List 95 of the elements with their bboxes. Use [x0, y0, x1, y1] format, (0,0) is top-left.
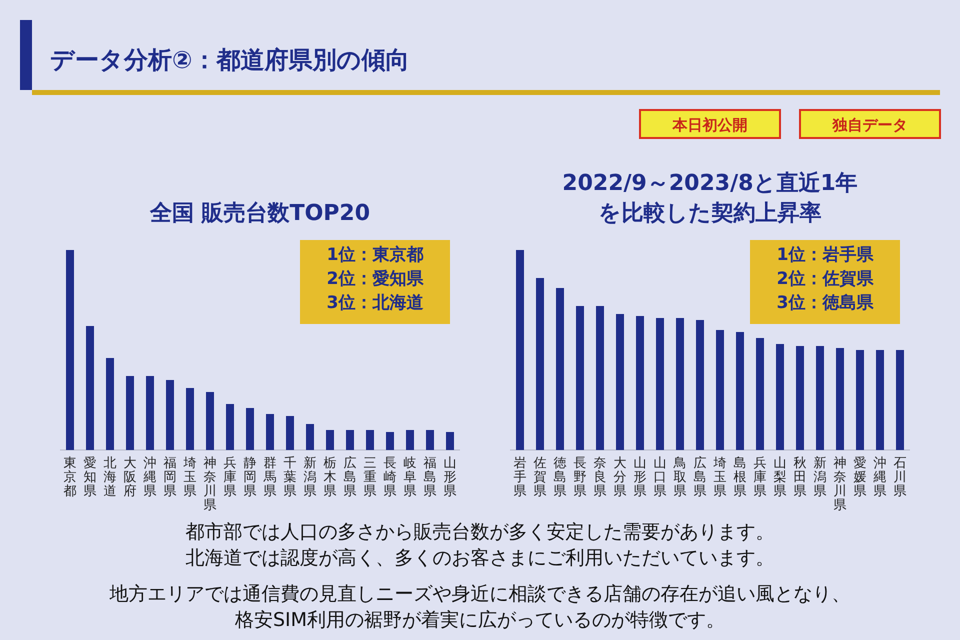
x-tick-label: 岩手県 — [514, 456, 526, 499]
bar — [226, 404, 234, 450]
x-tick-label: 栃木県 — [324, 456, 336, 499]
x-tick-label: 兵庫県 — [754, 456, 766, 499]
x-tick-label: 愛知県 — [84, 456, 96, 499]
x-tick-label: 山口県 — [654, 456, 666, 499]
bar — [306, 424, 314, 450]
bar — [66, 250, 74, 450]
bar — [446, 432, 454, 450]
x-tick-label: 兵庫県 — [224, 456, 236, 499]
text: 本日初公開 — [672, 116, 748, 134]
x-tick-label: 山形県 — [444, 456, 456, 499]
bar — [556, 288, 564, 450]
x-tick-label: 新潟県 — [814, 456, 826, 499]
annotation: 1位：東京都 — [326, 245, 424, 265]
bar — [86, 326, 94, 450]
x-tick-label: 静岡県 — [244, 456, 256, 499]
bar — [126, 376, 134, 450]
x-tick-label: 大分県 — [614, 456, 626, 499]
x-tick-label: 埼玉県 — [712, 456, 726, 499]
x-tick-label: 山形県 — [634, 456, 646, 499]
bar — [756, 338, 764, 450]
x-tick-label: 神奈川県 — [204, 456, 216, 513]
bar — [616, 314, 624, 450]
x-tick-label: 徳島県 — [554, 456, 566, 499]
bar — [776, 344, 784, 450]
x-tick-label: 千葉県 — [284, 456, 296, 499]
x-tick-label: 神奈川県 — [834, 456, 846, 513]
annotation: 1位：岩手県 — [776, 245, 874, 265]
bar — [186, 388, 194, 450]
text: データ分析②：都道府県別の傾向 — [50, 46, 410, 74]
text: 地方エリアでは通信費の見直しニーズや身近に相談できる店舗の存在が追い風となり、 — [108, 583, 850, 605]
bar — [146, 376, 154, 450]
x-tick-label: 広島県 — [694, 455, 706, 499]
annotation: 2位：愛知県 — [326, 269, 424, 289]
bar — [406, 430, 414, 450]
x-tick-label: 北海道 — [104, 456, 116, 499]
bar — [816, 346, 824, 450]
x-tick-label: 長野県 — [574, 456, 586, 499]
bar — [426, 430, 434, 450]
x-tick-label: 島根県 — [734, 456, 746, 499]
x-tick-label: 三重県 — [364, 456, 376, 499]
bar — [876, 350, 884, 450]
bar — [676, 318, 684, 450]
x-tick-label: 愛媛県 — [854, 456, 866, 499]
bar — [266, 414, 274, 450]
x-tick-label: 沖縄県 — [872, 456, 886, 499]
bar — [536, 278, 544, 450]
x-tick-label: 山梨県 — [774, 456, 786, 499]
bar — [696, 320, 704, 450]
chart-title: 全国 販売台数TOP20 — [148, 201, 370, 226]
x-tick-label: 奈良県 — [594, 456, 606, 499]
bar — [716, 330, 724, 450]
annotation: 3位：徳島県 — [776, 293, 874, 313]
bar — [656, 318, 664, 450]
bar — [326, 430, 334, 450]
annotation: 2位：佐賀県 — [776, 269, 874, 289]
bar — [246, 408, 254, 450]
x-tick-label: 広島県 — [344, 455, 356, 499]
bar — [896, 350, 904, 450]
bar — [346, 430, 354, 450]
bar — [366, 430, 374, 450]
text: 都市部では人口の多さから販売台数が多く安定した需要があります。 — [186, 521, 774, 543]
bar — [516, 250, 524, 450]
bar — [856, 350, 864, 450]
bar — [736, 332, 744, 450]
chart-title: 2022/9～2023/8と直近1年を比較した契約上昇率 — [562, 171, 858, 226]
bar — [576, 306, 584, 450]
x-tick-label: 石川県 — [894, 456, 906, 499]
bar — [286, 416, 294, 450]
annotation: 3位：北海道 — [326, 293, 424, 313]
bar — [206, 392, 214, 450]
bar — [836, 348, 844, 450]
bar — [106, 358, 114, 450]
text: 格安SIM利用の裾野が着実に広がっているのが特徴です。 — [234, 609, 726, 631]
x-tick-label: 大阪府 — [124, 456, 136, 499]
bar — [636, 316, 644, 450]
x-tick-label: 新潟県 — [304, 456, 316, 499]
x-tick-label: 長崎県 — [384, 456, 396, 499]
text: 独自データ — [832, 116, 908, 134]
x-tick-label: 福島県 — [424, 456, 436, 499]
x-tick-label: 東京都 — [64, 456, 76, 499]
x-tick-label: 福岡県 — [164, 456, 176, 499]
x-tick-label: 群馬県 — [262, 456, 276, 499]
bar — [596, 306, 604, 450]
x-tick-label: 秋田県 — [794, 456, 806, 499]
x-tick-label: 岐阜県 — [404, 456, 416, 499]
x-tick-label: 鳥取県 — [672, 456, 686, 499]
bar — [166, 380, 174, 450]
x-tick-label: 沖縄県 — [142, 456, 156, 499]
bar — [796, 346, 804, 450]
x-tick-label: 埼玉県 — [182, 456, 196, 499]
x-tick-label: 佐賀県 — [534, 456, 546, 499]
text: 北海道では認度が高く、多くのお客さまにご利用いただいています。 — [186, 547, 774, 569]
bar — [386, 432, 394, 450]
